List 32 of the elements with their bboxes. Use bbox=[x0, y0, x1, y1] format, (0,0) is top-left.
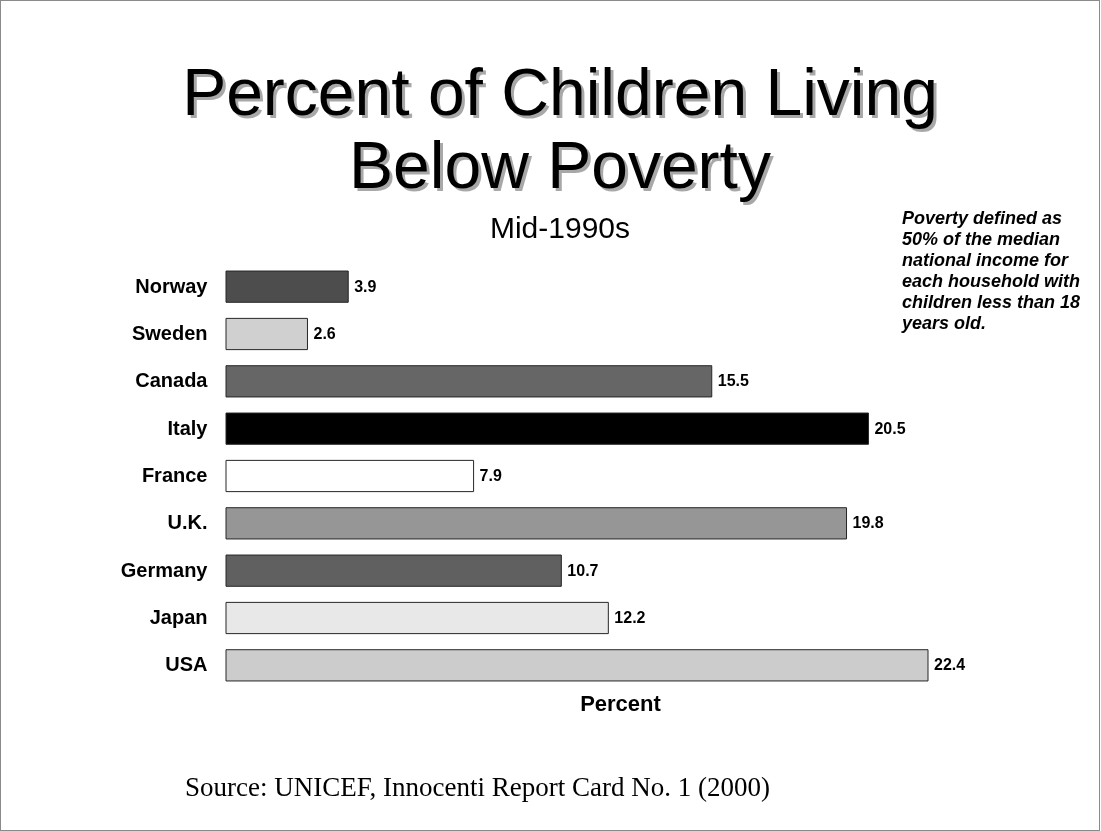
x-axis-title: Percent bbox=[580, 690, 662, 716]
y-tick-label: Germany bbox=[120, 558, 209, 581]
y-tick-label: Sweden bbox=[131, 322, 208, 344]
bar bbox=[225, 601, 609, 635]
bar bbox=[225, 412, 869, 445]
source-note: Source: UNICEF, Innocenti Report Card No. 1 (2000) bbox=[185, 772, 770, 802]
data-label: 19.8 bbox=[852, 514, 884, 532]
bar bbox=[225, 365, 713, 398]
data-label: 20.5 bbox=[874, 419, 906, 437]
data-label: 15.5 bbox=[717, 372, 749, 390]
y-tick-label: France bbox=[141, 464, 208, 486]
bar bbox=[225, 554, 562, 587]
data-label: 7.9 bbox=[479, 467, 502, 484]
y-tick-label: Canada bbox=[135, 369, 209, 392]
y-tick-label: Norway bbox=[135, 274, 209, 297]
annotation: Poverty defined as 50% of the median national income for each household with children less than 18 years old. bbox=[901, 208, 1081, 333]
bar bbox=[225, 507, 848, 540]
data-label: 3.9 bbox=[354, 277, 377, 295]
chart-subtitle: Mid-1990s bbox=[489, 211, 631, 244]
bar bbox=[225, 459, 475, 493]
y-tick-label: Japan bbox=[149, 606, 208, 628]
data-label: 10.7 bbox=[567, 561, 599, 579]
chart-title: Percent of Children Living Below Poverty bbox=[182, 55, 938, 202]
data-label: 2.6 bbox=[313, 325, 336, 342]
y-tick-label: Italy bbox=[167, 416, 209, 439]
bar bbox=[225, 649, 929, 682]
data-label: 12.2 bbox=[614, 609, 646, 626]
data-label: 22.4 bbox=[934, 656, 966, 674]
y-tick-label: U.K. bbox=[167, 511, 208, 534]
bar bbox=[225, 317, 308, 351]
bar bbox=[225, 270, 349, 303]
y-tick-label: USA bbox=[165, 653, 208, 676]
